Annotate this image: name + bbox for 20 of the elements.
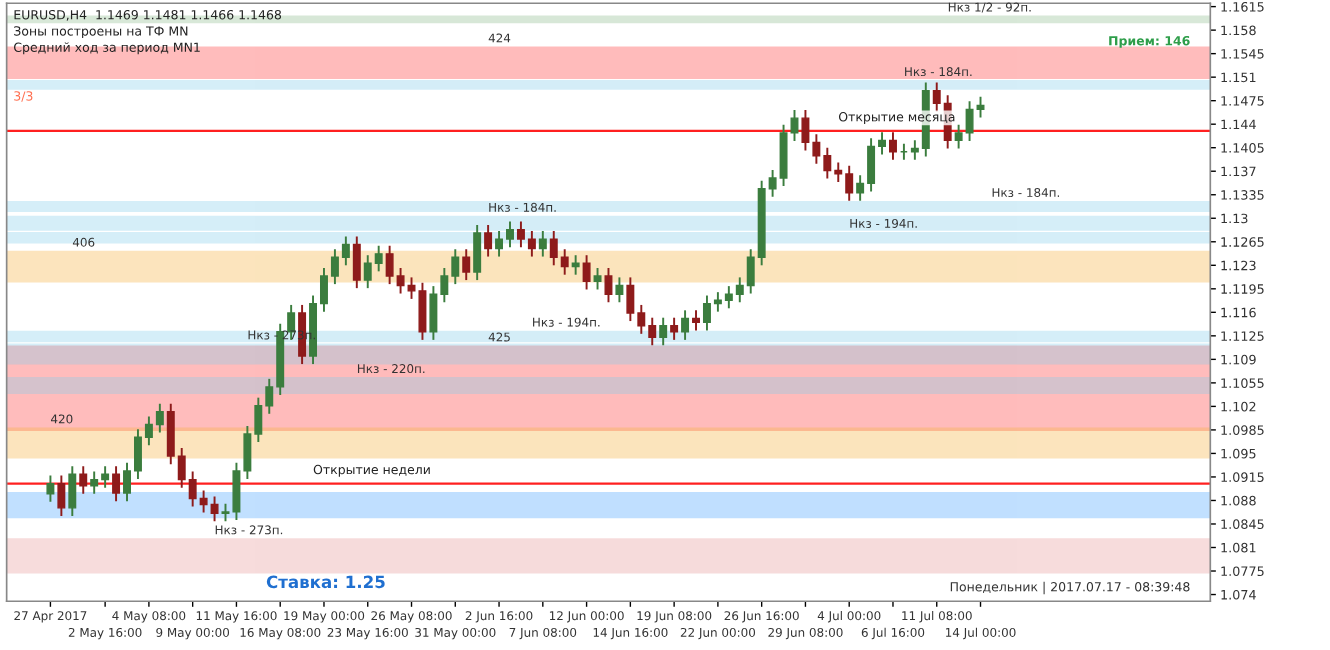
candlestick <box>68 465 77 517</box>
candlestick <box>670 316 679 341</box>
candlestick <box>692 309 700 332</box>
candlestick <box>46 474 55 503</box>
candlestick <box>484 224 493 258</box>
candlestick <box>593 267 602 291</box>
annotation: Ставка: 1.25 <box>266 575 385 589</box>
candlestick <box>352 235 361 290</box>
candlestick <box>473 224 482 282</box>
candlestick <box>57 474 66 517</box>
candlestick <box>659 316 668 347</box>
candlestick <box>112 465 121 503</box>
candlestick <box>615 276 624 304</box>
candlestick <box>462 248 471 282</box>
candlestick <box>79 465 88 495</box>
candlestick <box>538 230 547 258</box>
candlestick <box>888 131 897 161</box>
candlestick <box>604 267 613 304</box>
candlestick <box>681 309 690 341</box>
candlestick <box>582 254 591 291</box>
